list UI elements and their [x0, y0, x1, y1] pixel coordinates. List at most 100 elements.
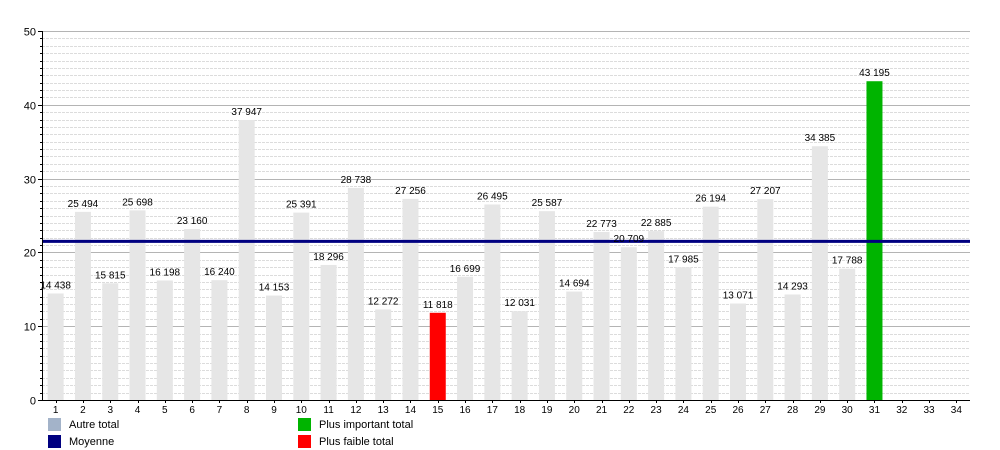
- data-label-28: 14 293: [777, 282, 808, 293]
- legend-item-max: Plus important total: [298, 418, 413, 431]
- bar-26: [730, 303, 746, 400]
- x-tick-label-21: 21: [596, 405, 608, 416]
- legend-item-other: Autre total: [48, 418, 119, 431]
- y-tick-label: 0: [30, 396, 36, 408]
- x-tick-label-9: 9: [271, 405, 277, 416]
- y-tick-label: 50: [24, 27, 36, 39]
- x-tick-label-23: 23: [651, 405, 663, 416]
- bar-29: [811, 146, 828, 400]
- data-label-10: 25 391: [286, 200, 317, 211]
- data-label-2: 25 494: [68, 199, 99, 210]
- data-label-15: 11 818: [423, 300, 453, 311]
- legend-swatch-min: [298, 435, 311, 448]
- data-label-31: 43 195: [859, 68, 890, 79]
- x-tick-label-2: 2: [80, 405, 86, 416]
- x-tick-label-26: 26: [732, 405, 744, 416]
- bar-28: [784, 294, 801, 400]
- data-label-30: 17 788: [832, 256, 863, 267]
- x-tick-label-3: 3: [107, 405, 113, 416]
- y-tick-label: 30: [24, 175, 36, 187]
- data-label-21: 22 773: [586, 219, 617, 230]
- bar-8: [238, 119, 255, 400]
- data-label-13: 12 272: [368, 296, 399, 307]
- data-label-19: 25 587: [532, 198, 563, 209]
- bar-30: [839, 268, 856, 400]
- bar-22: [620, 247, 637, 400]
- x-tick-label-27: 27: [760, 405, 772, 416]
- x-tick-label-18: 18: [514, 405, 526, 416]
- bar-4: [129, 210, 146, 400]
- x-tick-label-28: 28: [787, 405, 799, 416]
- data-label-17: 26 495: [477, 191, 508, 202]
- x-tick-label-30: 30: [842, 405, 854, 416]
- y-tick-label: 10: [24, 322, 36, 334]
- x-tick-label-8: 8: [244, 405, 250, 416]
- legend-label-min: Plus faible total: [319, 435, 394, 448]
- data-label-29: 34 385: [805, 133, 836, 144]
- legend-item-min: Plus faible total: [298, 435, 394, 448]
- data-label-23: 22 885: [641, 218, 672, 229]
- bar-20: [566, 291, 583, 400]
- legend-item-average: Moyenne: [48, 435, 114, 448]
- bar-24: [675, 267, 692, 400]
- data-label-5: 16 198: [150, 267, 181, 278]
- data-label-22: 20 709: [614, 234, 645, 245]
- bar-1: [47, 293, 64, 400]
- legend-swatch-average: [48, 435, 61, 448]
- x-tick-label-16: 16: [459, 405, 471, 416]
- x-tick-label-11: 11: [323, 405, 334, 416]
- x-tick-label-5: 5: [162, 405, 168, 416]
- x-tick-label-4: 4: [135, 405, 141, 416]
- x-tick-label-10: 10: [296, 405, 308, 416]
- bar-5: [156, 280, 173, 400]
- x-tick-label-33: 33: [923, 405, 935, 416]
- bar-25: [702, 206, 719, 400]
- legend-label-other: Autre total: [69, 418, 120, 431]
- bar-10: [293, 212, 310, 400]
- y-tick-label: 40: [24, 101, 36, 113]
- bar-14: [402, 198, 419, 400]
- x-tick-label-19: 19: [541, 405, 553, 416]
- bar-15: [429, 312, 446, 400]
- x-tick-label-32: 32: [896, 405, 908, 416]
- data-label-9: 14 153: [259, 283, 290, 294]
- data-label-7: 16 240: [204, 267, 235, 278]
- bar-2: [74, 211, 91, 400]
- x-tick-label-7: 7: [217, 405, 223, 416]
- data-label-8: 37 947: [231, 107, 262, 118]
- data-label-4: 25 698: [122, 197, 153, 208]
- bar-9: [266, 295, 282, 400]
- data-label-20: 14 694: [559, 279, 590, 290]
- data-label-18: 12 031: [504, 298, 535, 309]
- data-label-16: 16 699: [450, 264, 481, 275]
- bar-21: [593, 231, 610, 400]
- data-label-6: 23 160: [177, 216, 208, 227]
- bar-12: [347, 187, 364, 400]
- bar-19: [538, 211, 555, 400]
- x-tick-label-1: 1: [53, 405, 59, 416]
- data-label-14: 27 256: [395, 186, 426, 197]
- x-tick-label-20: 20: [569, 405, 581, 416]
- data-label-1: 14 438: [40, 280, 71, 291]
- data-label-12: 28 738: [341, 175, 372, 186]
- x-tick-label-6: 6: [189, 405, 195, 416]
- bar-17: [484, 204, 501, 400]
- legend-label-average: Moyenne: [69, 435, 115, 448]
- data-label-11: 18 296: [313, 252, 344, 263]
- data-label-26: 13 071: [723, 291, 754, 302]
- bar-11: [320, 264, 337, 400]
- x-tick-label-31: 31: [869, 405, 881, 416]
- data-label-25: 26 194: [695, 194, 726, 205]
- data-label-24: 17 985: [668, 254, 699, 265]
- bar-16: [457, 276, 474, 400]
- bar-6: [184, 229, 201, 400]
- legend-swatch-max: [298, 418, 311, 431]
- x-tick-label-24: 24: [678, 405, 690, 416]
- legend-swatch-other: [48, 418, 61, 431]
- x-tick-label-14: 14: [405, 405, 417, 416]
- x-tick-label-12: 12: [350, 405, 362, 416]
- bar-23: [648, 231, 665, 400]
- x-tick-label-25: 25: [705, 405, 717, 416]
- x-tick-label-15: 15: [432, 405, 444, 416]
